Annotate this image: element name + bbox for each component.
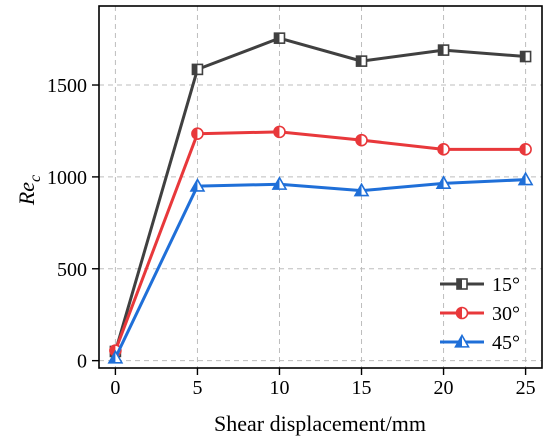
- y-axis-title-main: Re: [14, 182, 39, 206]
- marker-fill: [191, 128, 198, 140]
- marker-fill: [457, 279, 462, 289]
- legend-item-0: 15°: [440, 274, 520, 296]
- series-0: [109, 32, 532, 358]
- axis-ticks: [92, 84, 527, 375]
- marker-fill: [356, 56, 362, 67]
- plot-frame: [98, 5, 543, 369]
- data-point-marker: [271, 176, 288, 190]
- data-point-marker: [107, 349, 124, 364]
- series-line: [114, 178, 526, 359]
- marker-fill: [192, 64, 198, 75]
- marker-fill: [455, 335, 462, 347]
- data-point-marker: [517, 171, 534, 186]
- plot-series: [107, 32, 534, 364]
- series-line: [114, 130, 526, 352]
- x-tick-label: 20: [434, 377, 454, 399]
- x-tick-label: 0: [110, 377, 120, 399]
- data-point-marker: [437, 44, 450, 56]
- data-point-marker: [273, 32, 286, 44]
- legend-item-2: 45°: [440, 332, 520, 354]
- x-tick-label: 10: [269, 377, 289, 399]
- marker-fill: [519, 173, 526, 185]
- x-tick-label: 5: [192, 377, 202, 399]
- data-point-marker: [191, 63, 204, 76]
- data-point-marker: [519, 50, 532, 63]
- data-point-marker: [454, 333, 470, 348]
- data-point-marker: [455, 306, 469, 320]
- legend: 15° 30° 45°: [440, 274, 520, 354]
- data-point-marker: [191, 127, 204, 141]
- marker-fill: [272, 177, 280, 190]
- y-axis-title: Rec: [14, 175, 44, 206]
- y-axis-title-subscript: c: [27, 175, 44, 182]
- marker-fill: [355, 184, 362, 196]
- marker-fill: [456, 307, 462, 319]
- marker-fill: [274, 33, 280, 44]
- legend-label: 30°: [492, 303, 520, 325]
- series-2: [107, 171, 534, 364]
- data-point-marker: [355, 55, 368, 67]
- data-point-marker: [189, 177, 206, 192]
- x-axis-title: Shear displacement/mm: [214, 411, 426, 436]
- legend-label: 15°: [492, 274, 520, 296]
- data-point-marker: [437, 143, 450, 156]
- series-line: [113, 36, 526, 352]
- y-tick-label: 500: [57, 259, 87, 281]
- legend-label: 45°: [492, 332, 520, 354]
- x-tick-label: 15: [352, 377, 372, 399]
- marker-fill: [356, 134, 362, 146]
- data-point-marker: [353, 182, 370, 197]
- y-tick-label: 1500: [47, 75, 87, 97]
- data-point-marker: [273, 125, 286, 139]
- marker-fill: [273, 126, 280, 138]
- marker-fill: [520, 143, 526, 155]
- data-point-marker: [519, 143, 532, 156]
- y-tick-labels: 0 500 1000 1500: [47, 75, 87, 373]
- marker-fill: [520, 51, 526, 62]
- series-1: [109, 125, 532, 357]
- y-tick-label: 0: [77, 351, 87, 373]
- data-point-marker: [435, 175, 452, 189]
- marker-fill: [437, 176, 444, 189]
- marker-fill: [438, 45, 444, 56]
- x-tick-label: 25: [516, 377, 536, 399]
- marker-fill: [108, 351, 116, 363]
- marker-fill: [190, 179, 198, 191]
- y-tick-label: 1000: [47, 167, 87, 189]
- data-point-marker: [355, 133, 368, 147]
- legend-item-1: 30°: [440, 303, 520, 325]
- data-point-marker: [456, 278, 468, 290]
- marker-fill: [438, 143, 444, 155]
- x-tick-labels: 0 5 10 15 20 25: [110, 377, 535, 399]
